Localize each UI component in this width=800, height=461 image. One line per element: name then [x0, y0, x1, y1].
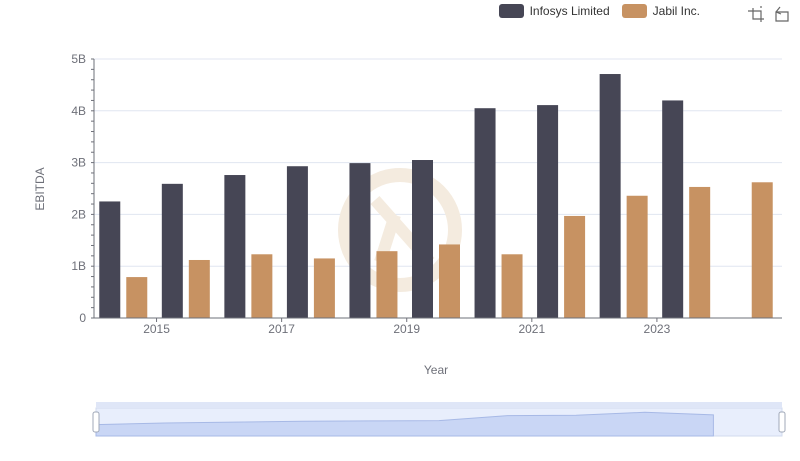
bar-jabil-2023[interactable] [689, 186, 711, 318]
legend-item-infosys[interactable]: Infosys Limited [498, 4, 610, 18]
legend-swatch-jabil [621, 4, 647, 18]
y-axis-name: EBITDA [33, 167, 47, 210]
bar-infosys-2015[interactable] [161, 183, 183, 318]
y-tick-label: 3B [71, 156, 86, 170]
bar-jabil-2014[interactable] [126, 277, 148, 318]
bar-jabil-2019[interactable] [439, 244, 460, 318]
legend: Infosys Limited Jabil Inc. [498, 4, 700, 18]
bar-jabil-2024[interactable] [751, 182, 773, 318]
y-tick-label: 0 [79, 311, 86, 325]
bar-infosys-2019[interactable] [412, 160, 433, 318]
bar-infosys-2020[interactable] [474, 108, 496, 319]
legend-label-jabil: Jabil Inc. [652, 4, 700, 18]
bar-infosys-2016[interactable] [224, 175, 246, 318]
y-tick-label: 5B [71, 52, 86, 66]
legend-swatch-infosys [498, 4, 524, 18]
bar-infosys-2021[interactable] [537, 105, 559, 319]
bar-jabil-2015[interactable] [188, 259, 210, 318]
bar-infosys-2014[interactable] [99, 201, 121, 318]
x-axis-name: Year [424, 363, 448, 377]
restore-icon[interactable] [774, 6, 790, 22]
y-tick-label: 2B [71, 207, 86, 221]
bar-infosys-2022[interactable] [599, 74, 621, 318]
y-tick-label: 1B [71, 259, 86, 273]
zoom-top-bar[interactable] [96, 402, 782, 408]
legend-label-infosys: Infosys Limited [529, 4, 610, 18]
y-tick-label: 4B [71, 104, 86, 118]
data-zoom-slider[interactable] [92, 402, 786, 437]
x-tick-label: 2023 [644, 322, 671, 336]
zoom-preview-area [95, 411, 714, 437]
bar-jabil-2016[interactable] [251, 254, 273, 318]
x-tick-label: 2021 [518, 322, 545, 336]
zoom-icon[interactable] [748, 6, 764, 22]
bar-infosys-2017[interactable] [286, 166, 308, 318]
zoom-handle-left[interactable] [92, 411, 100, 433]
bar-infosys-2023[interactable] [662, 100, 684, 318]
bar-jabil-2021[interactable] [564, 215, 586, 318]
x-tick-label: 2015 [143, 322, 170, 336]
watermark-ring [338, 168, 462, 292]
bar-jabil-2018[interactable] [376, 251, 398, 318]
legend-item-jabil[interactable]: Jabil Inc. [621, 4, 700, 18]
bar-jabil-2020[interactable] [501, 254, 523, 318]
bars [99, 74, 773, 319]
bar-jabil-2017[interactable] [313, 258, 335, 318]
x-tick-label: 2017 [268, 322, 295, 336]
bar-infosys-2018[interactable] [349, 163, 371, 318]
zoom-handle-right[interactable] [778, 411, 786, 433]
axes: 0 1B 2B 3B 4B 5B 2015 2017 2019 2021 2023 [71, 52, 782, 336]
bar-jabil-2022[interactable] [626, 195, 648, 318]
x-tick-label: 2019 [393, 322, 420, 336]
toolbox [748, 6, 790, 22]
